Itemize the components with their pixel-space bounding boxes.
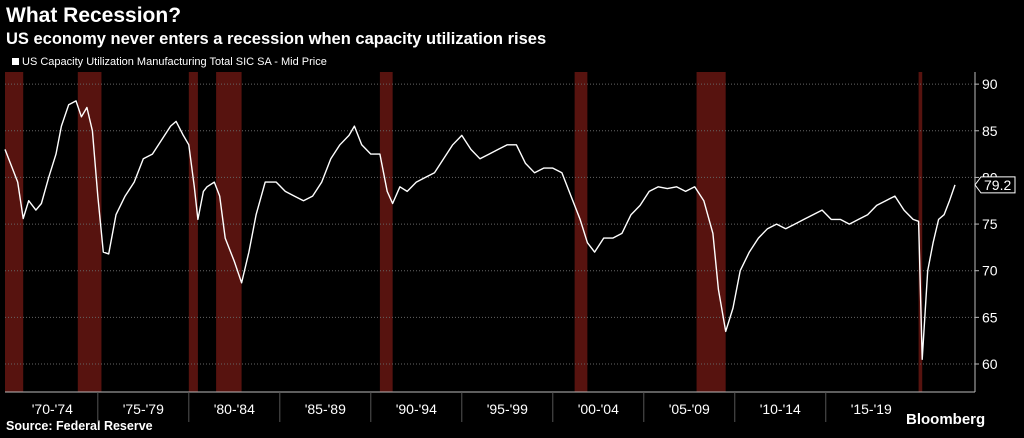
x-tick-label: '80-'84 bbox=[214, 401, 255, 417]
y-tick-label: 65 bbox=[982, 309, 998, 325]
last-value-label: 79.2 bbox=[984, 177, 1011, 193]
x-tick-label: '70-'74 bbox=[32, 401, 73, 417]
last-value-box bbox=[974, 176, 1016, 194]
recession-band bbox=[696, 72, 726, 392]
source: Source: Federal Reserve bbox=[6, 419, 153, 433]
x-tick-label: '05-'09 bbox=[669, 401, 710, 417]
chart-title: What Recession? bbox=[6, 4, 181, 27]
x-tick-label: '75-'79 bbox=[123, 401, 164, 417]
legend-label: US Capacity Utilization Manufacturing To… bbox=[22, 56, 327, 68]
legend-swatch bbox=[12, 58, 19, 65]
recession-band bbox=[188, 72, 198, 392]
recession-band bbox=[379, 72, 393, 392]
y-tick-label: 85 bbox=[982, 123, 998, 139]
y-tick-label: 70 bbox=[982, 263, 998, 279]
x-tick-label: '15-'19 bbox=[851, 401, 892, 417]
y-tick-label: 60 bbox=[982, 356, 998, 372]
x-tick-label: '00-'04 bbox=[578, 401, 619, 417]
x-tick-label: '90-'94 bbox=[396, 401, 437, 417]
recession-band bbox=[5, 72, 24, 392]
x-tick-label: '95-'99 bbox=[487, 401, 528, 417]
recession-band bbox=[574, 72, 588, 392]
recession-band bbox=[918, 72, 923, 392]
x-tick-label: '10-'14 bbox=[760, 401, 801, 417]
recession-band bbox=[216, 72, 242, 392]
series-line bbox=[4, 100, 956, 360]
recession-band bbox=[77, 72, 102, 392]
brand: Bloomberg bbox=[906, 411, 985, 428]
y-tick-label: 75 bbox=[982, 216, 998, 232]
y-tick-label: 90 bbox=[982, 76, 998, 92]
x-tick-label: '85-'89 bbox=[305, 401, 346, 417]
chart-subtitle: US economy never enters a recession when… bbox=[6, 30, 546, 48]
